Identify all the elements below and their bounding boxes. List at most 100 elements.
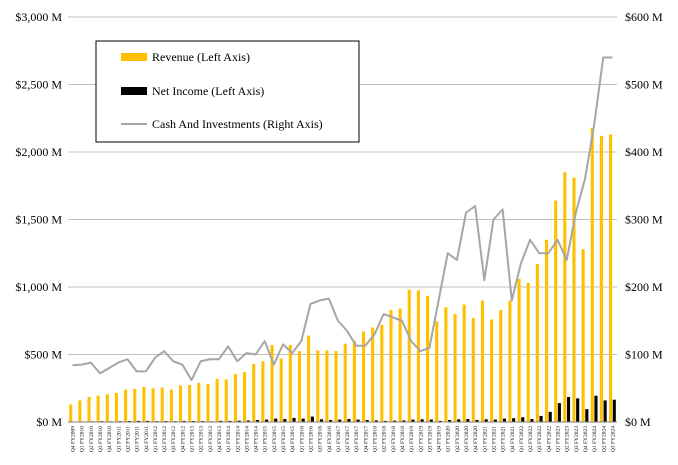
net-income-bar bbox=[585, 409, 589, 422]
revenue-bar bbox=[453, 314, 457, 422]
x-tick-label: Q2 FY2016 bbox=[308, 426, 314, 452]
x-tick-label: Q3 FY2021 bbox=[501, 426, 507, 452]
revenue-bar bbox=[609, 134, 613, 422]
x-tick-label: Q2 FY2017 bbox=[345, 426, 351, 452]
revenue-bar bbox=[480, 300, 485, 422]
revenue-bar bbox=[87, 397, 91, 422]
x-tick-label: Q4 FY2016 bbox=[327, 426, 333, 452]
x-tick-label: Q1 FY2018 bbox=[373, 426, 379, 452]
revenue-bar bbox=[69, 404, 73, 422]
x-tick-label: Q2 FY2014 bbox=[235, 426, 241, 452]
x-tick-label: Q3 FY2018 bbox=[391, 426, 397, 452]
net-income-bar bbox=[466, 419, 470, 422]
y-left-tick-label: $500 M bbox=[24, 348, 62, 362]
revenue-bar bbox=[215, 378, 219, 422]
revenue-bar bbox=[471, 318, 475, 422]
net-income-bar bbox=[576, 398, 580, 422]
revenue-bar bbox=[599, 135, 603, 423]
net-income-bar bbox=[255, 419, 259, 422]
x-tick-label: Q2 FY2021 bbox=[491, 426, 497, 452]
x-tick-label: Q3 FY2024 bbox=[610, 426, 616, 452]
revenue-bar bbox=[581, 249, 585, 422]
revenue-bar bbox=[270, 345, 274, 422]
x-tick-label: Q3 FY2015 bbox=[281, 426, 287, 452]
revenue-bar bbox=[444, 307, 448, 422]
x-tick-label: Q4 FY2020 bbox=[473, 426, 479, 452]
x-tick-label: Q2 FY2022 bbox=[528, 426, 534, 452]
net-income-bar bbox=[448, 419, 452, 422]
revenue-bar bbox=[297, 351, 302, 422]
x-tick-label: Q1 FY2014 bbox=[226, 426, 232, 452]
revenue-bar bbox=[188, 384, 192, 422]
x-tick-label: Q1 FY2016 bbox=[299, 426, 305, 452]
revenue-bar bbox=[590, 127, 594, 422]
y-left-tick-label: $3,000 M bbox=[15, 10, 62, 24]
x-tick-label: Q1 FY2022 bbox=[519, 426, 525, 452]
x-tick-label: Q1 FY2023 bbox=[556, 426, 562, 452]
revenue-bar bbox=[133, 388, 137, 422]
net-income-bar bbox=[228, 420, 232, 422]
revenue-bar bbox=[462, 304, 466, 422]
x-tick-label: Q3 FY2023 bbox=[574, 426, 580, 452]
net-income-bar bbox=[319, 419, 324, 422]
net-income-bar bbox=[484, 419, 488, 422]
x-tick-label: Q4 FY2014 bbox=[254, 426, 260, 452]
x-tick-label: Q4 FY2010 bbox=[107, 426, 113, 452]
x-tick-label: Q1 FY2012 bbox=[153, 426, 159, 452]
y-right-tick-label: $600 M bbox=[625, 10, 663, 24]
revenue-bar bbox=[252, 363, 256, 422]
legend-swatch bbox=[121, 53, 147, 61]
y-right-tick-label: $100 M bbox=[625, 348, 663, 362]
x-tick-label: Q3 FY2010 bbox=[98, 426, 104, 452]
net-income-bar bbox=[182, 420, 186, 422]
x-tick-label: Q2 FY2018 bbox=[382, 426, 388, 452]
legend-swatch bbox=[121, 87, 147, 95]
y-right-tick-label: $400 M bbox=[625, 145, 663, 159]
revenue-bar bbox=[288, 345, 292, 422]
revenue-bar bbox=[563, 172, 567, 422]
legend-label: Revenue (Left Axis) bbox=[152, 50, 250, 64]
x-tick-label: Q1 FY2015 bbox=[263, 426, 269, 452]
x-tick-label: Q2 FY2011 bbox=[125, 426, 131, 452]
revenue-bar bbox=[142, 386, 146, 422]
y-left-tick-label: $0 M bbox=[36, 415, 62, 429]
revenue-bar bbox=[96, 395, 100, 422]
net-income-bar bbox=[457, 419, 461, 422]
legend-label: Net Income (Left Axis) bbox=[152, 84, 264, 98]
net-income-bar bbox=[374, 420, 378, 422]
revenue-bar bbox=[572, 177, 576, 422]
revenue-bar bbox=[535, 264, 539, 422]
revenue-bar bbox=[526, 282, 530, 422]
x-tick-label: Q3 FY2014 bbox=[244, 426, 250, 452]
x-tick-label: Q2 FY2024 bbox=[601, 426, 607, 452]
revenue-bar bbox=[78, 400, 82, 422]
x-tick-label: Q1 FY2020 bbox=[446, 426, 452, 452]
x-tick-label: Q4 FY2013 bbox=[217, 426, 223, 452]
x-tick-label: Q3 FY2012 bbox=[171, 426, 177, 452]
x-tick-label: Q3 FY2011 bbox=[135, 426, 141, 452]
revenue-bar bbox=[416, 290, 420, 422]
legend-label: Cash And Investments (Right Axis) bbox=[152, 117, 323, 131]
revenue-bar bbox=[426, 295, 430, 422]
axes-group: $0 M $500 M $1,000 M $1,500 M $2,000 M $2,500… bbox=[15, 10, 663, 452]
net-income-bar bbox=[274, 418, 278, 422]
x-tick-label: Q1 FY2021 bbox=[482, 426, 488, 452]
revenue-bar bbox=[371, 327, 375, 422]
net-income-bar bbox=[521, 417, 525, 422]
net-income-bar bbox=[301, 418, 305, 422]
revenue-bar bbox=[105, 394, 109, 422]
revenue-bar bbox=[160, 387, 164, 422]
net-income-bar bbox=[594, 395, 598, 422]
net-income-bar bbox=[603, 400, 607, 422]
y-right-tick-label: $300 M bbox=[625, 213, 663, 227]
revenue-bar bbox=[352, 341, 356, 422]
revenue-bar bbox=[279, 358, 283, 422]
line-series-group bbox=[72, 56, 613, 382]
net-income-bar bbox=[402, 420, 406, 422]
x-tick-label: Q4 FY2023 bbox=[583, 426, 589, 452]
revenue-bar bbox=[307, 335, 311, 422]
net-income-bar bbox=[502, 418, 507, 422]
x-tick-label: Q2 FY2010 bbox=[89, 426, 95, 452]
revenue-bar bbox=[261, 361, 265, 422]
